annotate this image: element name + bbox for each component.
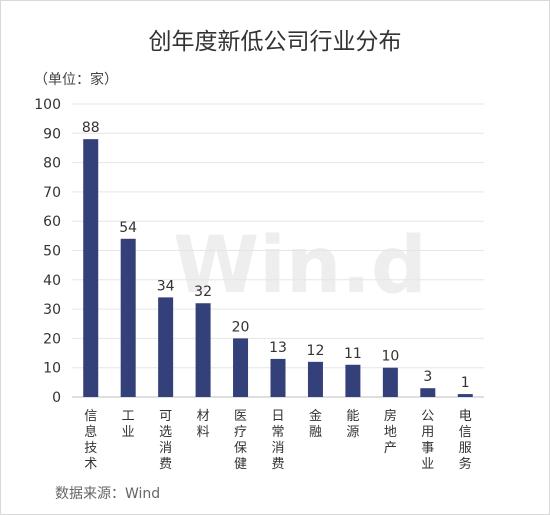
bar-value-label: 54 bbox=[119, 220, 137, 236]
category-label: 金融 bbox=[309, 408, 322, 440]
bar bbox=[233, 338, 249, 397]
unit-label: （单位：家） bbox=[34, 72, 118, 88]
bar-value-label: 1 bbox=[461, 375, 470, 391]
category-label: 电信服务 bbox=[459, 409, 472, 472]
y-tick-label: 0 bbox=[52, 390, 61, 406]
watermark: Win.d bbox=[173, 221, 427, 311]
y-tick-label: 60 bbox=[43, 214, 61, 230]
category-label: 材料 bbox=[197, 409, 210, 440]
bar-value-label: 3 bbox=[423, 369, 432, 385]
y-tick-label: 90 bbox=[43, 126, 61, 142]
bar bbox=[382, 367, 398, 397]
bar bbox=[345, 364, 361, 397]
bar-value-label: 32 bbox=[194, 284, 212, 300]
y-tick-label: 40 bbox=[43, 273, 61, 289]
category-label: 信息技术 bbox=[84, 409, 97, 472]
chart-title: 创年度新低公司行业分布 bbox=[148, 29, 402, 55]
y-tick-label: 70 bbox=[43, 185, 61, 201]
y-tick-label: 50 bbox=[43, 244, 61, 260]
bar bbox=[195, 303, 211, 397]
bar-value-label: 11 bbox=[344, 346, 362, 362]
bar bbox=[270, 358, 286, 397]
category-label: 房地产 bbox=[384, 408, 397, 456]
bar bbox=[120, 238, 136, 397]
bar bbox=[457, 394, 473, 397]
category-label: 能源 bbox=[346, 409, 359, 440]
bar-value-label: 10 bbox=[381, 349, 399, 365]
bar bbox=[307, 361, 323, 397]
category-label: 可选消费 bbox=[159, 409, 172, 472]
y-tick-label: 20 bbox=[43, 331, 61, 347]
gridlines bbox=[72, 103, 484, 369]
bar bbox=[83, 139, 99, 397]
y-tick-label: 30 bbox=[43, 302, 61, 318]
bar-value-label: 20 bbox=[232, 319, 250, 335]
source-note: 数据来源：Wind bbox=[55, 486, 161, 502]
category-label: 公用事业 bbox=[421, 409, 434, 472]
value-labels: 88 54 34 32 20 13 12 11 10 3 1 bbox=[82, 120, 470, 391]
bars bbox=[83, 139, 473, 397]
category-label: 医疗保健 bbox=[234, 409, 247, 472]
y-tick-label: 100 bbox=[34, 97, 61, 113]
bar bbox=[420, 388, 436, 397]
category-label: 日常消费 bbox=[271, 409, 284, 472]
bar-value-label: 34 bbox=[157, 278, 175, 294]
y-tick-label: 10 bbox=[43, 361, 61, 377]
bar-value-label: 88 bbox=[82, 120, 100, 136]
bar bbox=[158, 297, 174, 397]
bar-value-label: 12 bbox=[307, 343, 325, 359]
bar-value-label: 13 bbox=[269, 340, 287, 356]
y-tick-label: 80 bbox=[43, 156, 61, 172]
category-label: 工业 bbox=[122, 409, 135, 440]
